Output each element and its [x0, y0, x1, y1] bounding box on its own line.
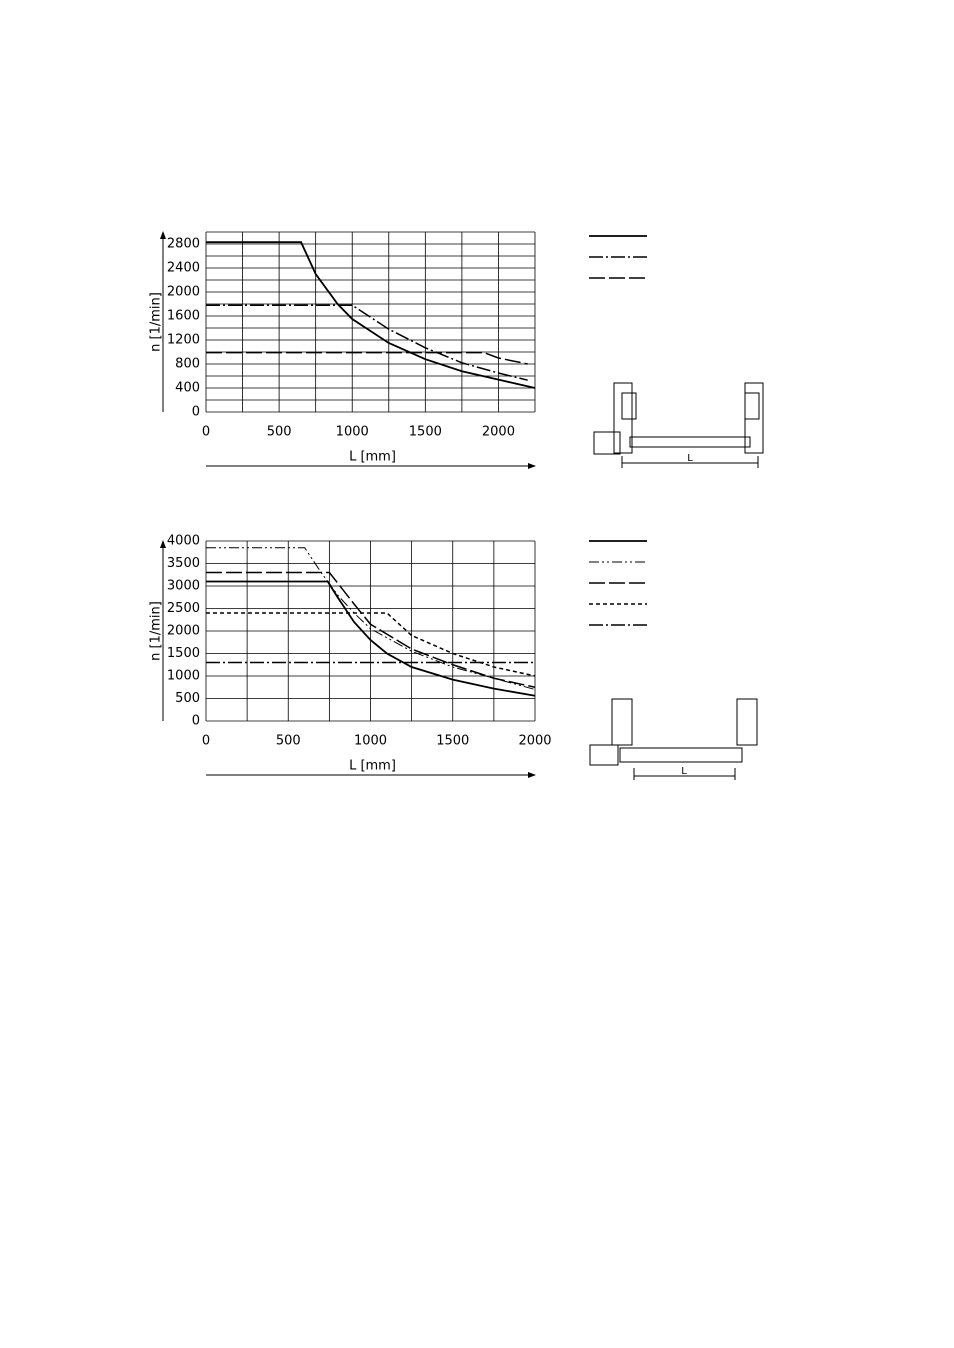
- x-axis-label: L [mm]: [349, 450, 396, 465]
- y-tick-label: 1600: [167, 309, 200, 324]
- series-line: [206, 547, 536, 690]
- series-line: [206, 304, 528, 381]
- y-tick-label: 3500: [167, 556, 200, 571]
- y-tick-label: 2400: [167, 261, 200, 276]
- x-tick-label: 2000: [518, 734, 551, 749]
- x-tick-label: 1500: [409, 425, 442, 440]
- y-tick-label: 2800: [167, 237, 200, 252]
- y-tick-label: 400: [175, 381, 200, 396]
- y-tick-label: 0: [192, 714, 200, 729]
- y-tick-label: 4000: [167, 534, 200, 549]
- x-tick-label: 0: [202, 734, 210, 749]
- series-line: [206, 571, 536, 688]
- x-tick-label: 500: [267, 425, 292, 440]
- y-tick-label: 0: [192, 405, 200, 420]
- x-tick-label: 1500: [436, 734, 469, 749]
- y-tick-label: 1200: [167, 333, 200, 348]
- y-tick-label: 2000: [167, 285, 200, 300]
- drawing-1: [593, 382, 764, 468]
- x-tick-label: 2000: [482, 425, 515, 440]
- x-tick-label: 1000: [336, 425, 369, 440]
- y-tick-label: 3000: [167, 579, 200, 594]
- drawing-label: L: [687, 453, 693, 464]
- y-tick-label: 1500: [167, 646, 200, 661]
- y-tick-label: 2000: [167, 624, 200, 639]
- y-tick-label: 2500: [167, 601, 200, 616]
- y-tick-label: 800: [175, 357, 200, 372]
- series-line: [206, 241, 536, 389]
- x-tick-label: 500: [276, 734, 301, 749]
- y-tick-label: 500: [175, 691, 200, 706]
- series-line: [206, 351, 528, 365]
- series-line: [206, 580, 536, 697]
- x-tick-label: 1000: [354, 734, 387, 749]
- drawing-label: L: [681, 766, 687, 777]
- drawing-2: [589, 698, 758, 780]
- y-tick-label: 1000: [167, 669, 200, 684]
- x-tick-label: 0: [202, 425, 210, 440]
- series-line: [206, 612, 536, 677]
- y-axis-label: n [1/min]: [149, 292, 164, 352]
- x-axis-label: L [mm]: [349, 759, 396, 774]
- y-axis-label: n [1/min]: [149, 601, 164, 661]
